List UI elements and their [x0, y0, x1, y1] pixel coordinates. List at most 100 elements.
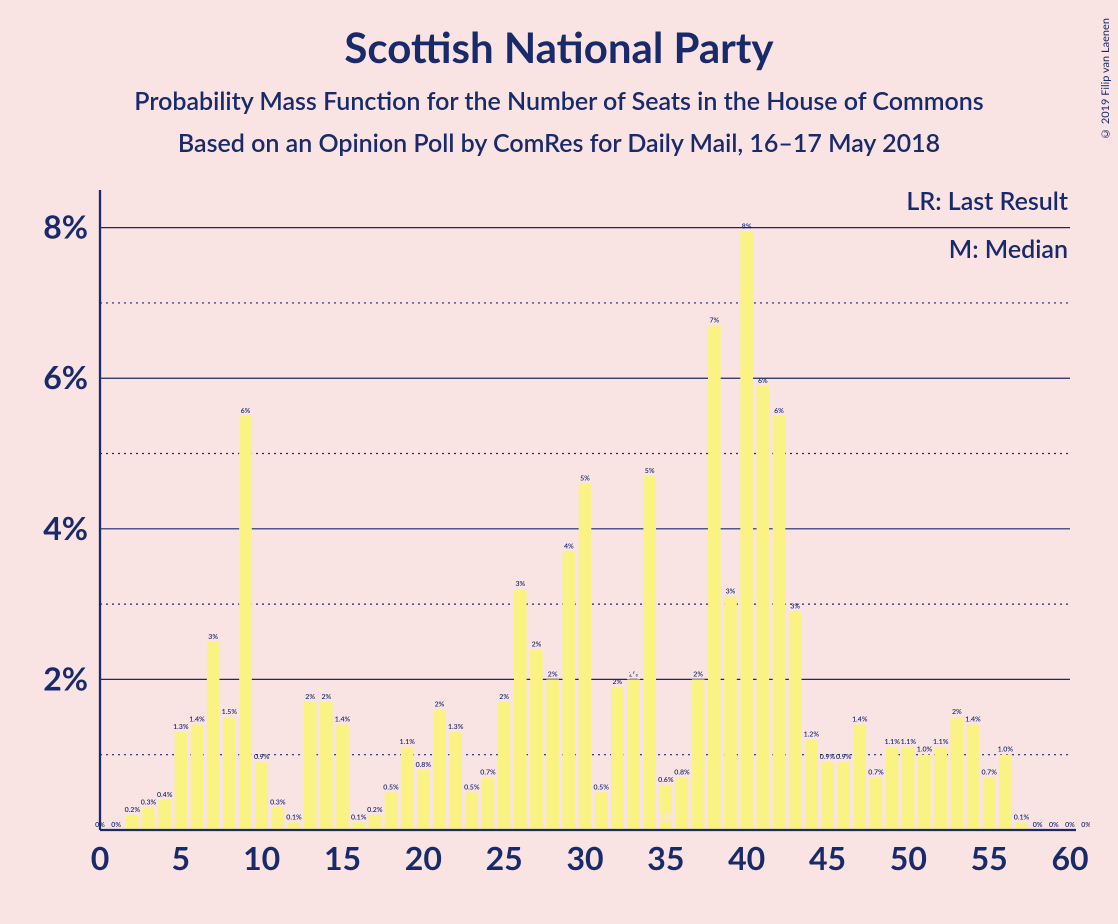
svg-text:0.5%: 0.5%	[593, 783, 609, 791]
bar	[417, 770, 430, 830]
svg-text:5%: 5%	[580, 475, 590, 483]
svg-text:45: 45	[809, 838, 846, 877]
bar	[369, 815, 382, 830]
bar	[126, 815, 139, 830]
svg-text:55: 55	[971, 838, 1008, 877]
svg-text:0%: 0%	[1081, 821, 1090, 829]
svg-text:3%: 3%	[726, 588, 736, 596]
svg-text:2%: 2%	[305, 693, 315, 701]
svg-text:15: 15	[324, 838, 361, 877]
bar	[255, 762, 268, 830]
svg-text:0.6%: 0.6%	[658, 776, 674, 784]
svg-text:0.7%: 0.7%	[868, 768, 884, 776]
svg-text:1.3%: 1.3%	[173, 723, 189, 731]
bar	[627, 679, 640, 830]
svg-text:M: M	[626, 664, 641, 683]
svg-text:5: 5	[172, 838, 191, 877]
svg-text:2%: 2%	[548, 670, 558, 678]
svg-text:0.1%: 0.1%	[351, 813, 367, 821]
svg-text:2%: 2%	[43, 658, 88, 697]
svg-text:0.8%: 0.8%	[674, 768, 690, 776]
bar	[999, 755, 1012, 830]
bar	[175, 732, 188, 830]
svg-text:0%: 0%	[111, 821, 121, 829]
bar	[563, 551, 576, 830]
svg-text:0.1%: 0.1%	[286, 813, 302, 821]
bar	[401, 747, 414, 830]
svg-text:0.9%: 0.9%	[820, 753, 836, 761]
svg-text:0.2%: 0.2%	[125, 806, 141, 814]
svg-text:2%: 2%	[612, 678, 622, 686]
bar	[934, 747, 947, 830]
svg-text:1.0%: 1.0%	[998, 746, 1014, 754]
svg-text:6%: 6%	[758, 377, 768, 385]
bar	[870, 777, 883, 830]
svg-text:1.1%: 1.1%	[399, 738, 415, 746]
svg-text:5%: 5%	[645, 467, 655, 475]
svg-text:1.1%: 1.1%	[884, 738, 900, 746]
bar	[918, 755, 931, 830]
svg-text:0%: 0%	[1033, 821, 1043, 829]
svg-text:1.3%: 1.3%	[448, 723, 464, 731]
svg-text:3%: 3%	[515, 580, 525, 588]
svg-text:4%: 4%	[564, 542, 574, 550]
bar	[886, 747, 899, 830]
bar	[546, 679, 559, 830]
svg-text:8%: 8%	[43, 207, 88, 246]
chart-subtitle: Probability Mass Function for the Number…	[0, 72, 1118, 116]
bar	[805, 740, 818, 830]
svg-text:3%: 3%	[208, 633, 218, 641]
bar	[191, 725, 204, 830]
bar	[466, 792, 479, 830]
svg-text:7%: 7%	[709, 317, 719, 325]
chart-area: LR: Last Result M: Median 0%0%0.2%0.3%0.…	[40, 190, 1090, 890]
svg-text:0.1%: 0.1%	[1014, 813, 1030, 821]
legend-median: M: Median	[949, 234, 1068, 264]
bar	[967, 725, 980, 830]
copyright-text: © 2019 Filip van Laenen	[1099, 18, 1112, 140]
bar	[692, 679, 705, 830]
svg-text:1.5%: 1.5%	[222, 708, 238, 716]
svg-text:1.1%: 1.1%	[933, 738, 949, 746]
chart-subtitle2: Based on an Opinion Poll by ComRes for D…	[0, 116, 1118, 158]
bar	[983, 777, 996, 830]
bar	[449, 732, 462, 830]
bar	[789, 612, 802, 830]
bar	[142, 807, 155, 830]
bar	[902, 747, 915, 830]
bar	[530, 649, 543, 830]
bar	[207, 642, 220, 830]
svg-text:8%: 8%	[742, 222, 752, 230]
bar	[724, 597, 737, 830]
bar-chart: 0%0%0.2%0.3%0.4%1.3%1.4%3%1.5%6%0.9%0.3%…	[40, 190, 1090, 890]
svg-text:0.3%: 0.3%	[141, 798, 157, 806]
svg-text:0.5%: 0.5%	[383, 783, 399, 791]
svg-text:1.1%: 1.1%	[901, 738, 917, 746]
bar	[239, 416, 252, 830]
svg-text:0.3%: 0.3%	[270, 798, 286, 806]
svg-text:0.5%: 0.5%	[464, 783, 480, 791]
legend-last-result: LR: Last Result	[906, 186, 1068, 216]
bar	[854, 725, 867, 830]
bar	[482, 777, 495, 830]
svg-text:0: 0	[91, 838, 110, 877]
svg-text:0.8%: 0.8%	[416, 761, 432, 769]
bar	[272, 807, 285, 830]
svg-text:0%: 0%	[1065, 821, 1075, 829]
svg-text:0.7%: 0.7%	[981, 768, 997, 776]
svg-text:40: 40	[728, 838, 765, 877]
chart-title: Scottish National Party	[0, 0, 1118, 72]
bar	[223, 717, 236, 830]
bar	[757, 386, 770, 830]
bar	[158, 800, 171, 830]
svg-text:3%: 3%	[790, 603, 800, 611]
svg-text:30: 30	[566, 838, 603, 877]
bar	[676, 777, 689, 830]
svg-text:1.4%: 1.4%	[965, 716, 981, 724]
bar	[821, 762, 834, 830]
svg-text:4%: 4%	[43, 508, 88, 547]
svg-text:0.9%: 0.9%	[836, 753, 852, 761]
svg-text:1.4%: 1.4%	[852, 716, 868, 724]
svg-text:1.4%: 1.4%	[335, 716, 351, 724]
svg-text:0.9%: 0.9%	[254, 753, 270, 761]
